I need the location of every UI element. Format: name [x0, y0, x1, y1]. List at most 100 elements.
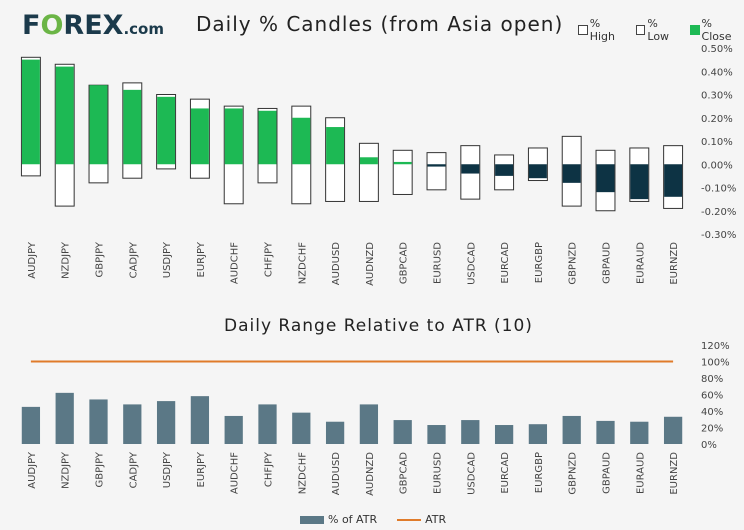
legend-high-swatch — [578, 25, 588, 35]
legend-close: % Close — [689, 17, 744, 43]
candles-xtick: EURJPY — [196, 241, 207, 277]
candles-ytick: -0.30% — [701, 230, 736, 241]
atr-ytick: 80% — [701, 374, 723, 385]
candles-xtick: AUDCHF — [230, 242, 241, 284]
atr-bar — [292, 412, 311, 444]
candles-xtick: EURAUD — [635, 242, 646, 284]
candle-close — [664, 164, 683, 197]
atr-bar — [190, 396, 210, 444]
atr-bar — [21, 406, 41, 444]
atr-xtick: NZDJPY — [61, 451, 72, 489]
atr-bar — [123, 404, 142, 444]
atr-xtick: AUDUSD — [331, 452, 342, 496]
legend-atr-line: ATR — [397, 513, 446, 526]
atr-xtick: EURCAD — [500, 452, 511, 494]
candle-close — [393, 161, 412, 165]
candles-xtick: EURCAD — [500, 242, 511, 284]
candles-ytick: 0.00% — [701, 160, 733, 171]
atr-xtick: GBPAUD — [602, 452, 613, 494]
atr-xtick: EURUSD — [433, 452, 444, 494]
atr-ytick: 20% — [701, 424, 723, 435]
atr-xtick: AUDNZD — [365, 452, 376, 496]
atr-xtick: AUDJPY — [27, 451, 38, 489]
candles-chart: 0.50% 0.40% 0.30% 0.20% 0.10% 0.00% -0.10% -0.2… — [20, 44, 736, 286]
candle-close — [55, 66, 74, 165]
candle-close — [89, 85, 108, 165]
candle-close — [562, 164, 581, 183]
atr-xtick: GBPNZD — [568, 452, 579, 495]
atr-xtick: CHFJPY — [264, 451, 275, 487]
legend-atr-swatch — [397, 518, 422, 521]
candle-close — [630, 164, 649, 200]
atr-chart-title: Daily Range Relative to ATR (10) — [224, 316, 533, 336]
candles-xtick: CADJPY — [128, 241, 139, 278]
atr-legend: % of ATR ATR — [300, 513, 446, 526]
atr-bar — [156, 401, 176, 444]
candle-range — [426, 152, 447, 191]
candles-xtick: CHFJPY — [264, 241, 275, 277]
atr-bar — [89, 399, 108, 444]
candle-close — [157, 96, 176, 165]
candle-close — [292, 117, 311, 165]
atr-xtick: AUDCHF — [230, 452, 241, 494]
atr-bar — [258, 404, 277, 444]
candles-ytick: 0.50% — [701, 44, 733, 55]
candle-close — [190, 108, 209, 165]
candles-legend: % High % Low % Close — [578, 17, 744, 43]
candle-close — [495, 164, 514, 176]
atr-xtick: CADJPY — [128, 451, 139, 488]
candles-xtick: USDCAD — [466, 242, 477, 285]
candles-ytick: -0.10% — [701, 184, 736, 195]
candles-chart-title: Daily % Candles (from Asia open) — [196, 12, 564, 36]
atr-bar — [55, 392, 74, 444]
candles-xtick: GBPNZD — [568, 242, 579, 285]
candles-xtick: GBPAUD — [602, 242, 613, 284]
atr-bar — [427, 425, 446, 444]
candles-ytick: 0.10% — [701, 137, 733, 148]
legend-low-swatch — [635, 25, 646, 35]
candle-close — [359, 157, 378, 165]
atr-ytick: 0% — [701, 440, 717, 451]
candles-xtick: EURUSD — [433, 242, 444, 284]
atr-bar — [562, 415, 581, 444]
candles-xtick: USDJPY — [162, 241, 173, 278]
candle-close — [461, 164, 480, 174]
atr-ytick: 40% — [701, 407, 723, 418]
atr-ytick: 100% — [701, 358, 730, 369]
legend-low: % Low — [635, 17, 682, 43]
candle-close — [224, 108, 243, 165]
candles-xtick: AUDUSD — [331, 242, 342, 286]
candles-xtick: EURNZD — [669, 242, 680, 285]
atr-xtick: GBPJPY — [95, 451, 106, 487]
atr-bar — [528, 424, 548, 444]
candle-close — [326, 127, 345, 165]
candles-xtick: NZDCHF — [297, 242, 308, 285]
candles-ytick: 0.30% — [701, 91, 733, 102]
candle-close — [427, 164, 446, 167]
atr-xtick: USDJPY — [162, 451, 173, 488]
atr-xtick: NZDCHF — [297, 452, 308, 495]
candle-range — [392, 149, 413, 195]
atr-bar — [393, 420, 412, 444]
candles-xtick: NZDJPY — [61, 241, 72, 279]
legend-pct-atr: % of ATR — [300, 513, 377, 526]
candles-xtick: AUDNZD — [365, 242, 376, 286]
candles-xtick: AUDJPY — [27, 241, 38, 279]
candle-close — [21, 59, 40, 165]
candle-close — [123, 89, 142, 165]
candles-ytick: -0.20% — [701, 207, 736, 218]
candle-close — [258, 110, 277, 165]
atr-xtick: GBPCAD — [399, 452, 410, 494]
candles-ytick: 0.40% — [701, 67, 733, 78]
atr-bar — [494, 425, 514, 444]
candle-close — [528, 164, 547, 179]
atr-bar — [663, 416, 683, 444]
legend-close-swatch — [689, 25, 700, 35]
forex-logo: FOREX.com — [22, 10, 164, 41]
candles-xtick: EURGBP — [534, 242, 545, 283]
candles-xtick: GBPCAD — [399, 242, 410, 284]
atr-xtick: USDCAD — [466, 452, 477, 495]
atr-bar — [325, 421, 345, 444]
